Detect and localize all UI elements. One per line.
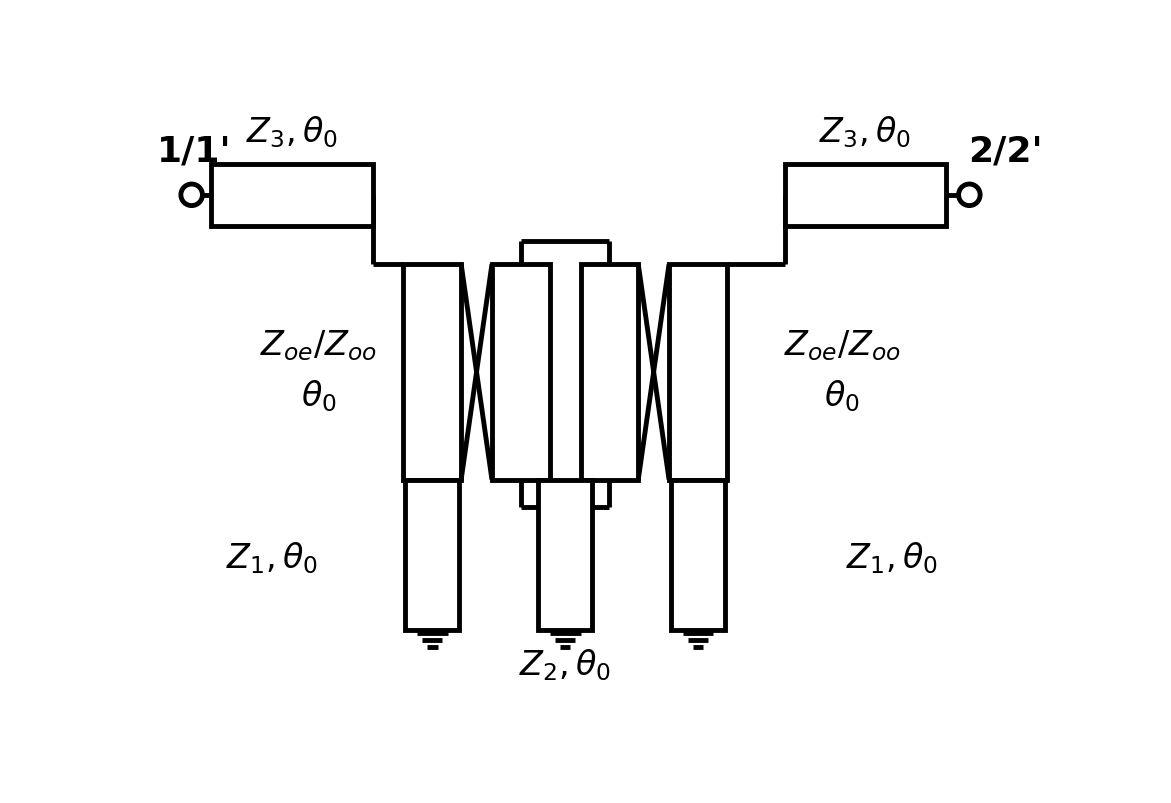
FancyBboxPatch shape <box>539 480 593 630</box>
FancyBboxPatch shape <box>405 480 459 630</box>
Text: $Z_2, \theta_0$: $Z_2, \theta_0$ <box>519 647 611 683</box>
Text: $Z_1, \theta_0$: $Z_1, \theta_0$ <box>847 539 938 575</box>
FancyBboxPatch shape <box>671 480 725 630</box>
Text: 2/2': 2/2' <box>968 134 1042 168</box>
FancyBboxPatch shape <box>492 265 549 480</box>
FancyBboxPatch shape <box>785 165 946 226</box>
Text: $Z_3, \theta_0$: $Z_3, \theta_0$ <box>246 114 338 149</box>
FancyBboxPatch shape <box>581 265 638 480</box>
Text: $Z_1, \theta_0$: $Z_1, \theta_0$ <box>226 539 319 575</box>
Text: $Z_3, \theta_0$: $Z_3, \theta_0$ <box>820 114 911 149</box>
Text: 1/1': 1/1' <box>157 134 232 168</box>
FancyBboxPatch shape <box>403 265 461 480</box>
Text: $\theta_0$: $\theta_0$ <box>301 377 336 414</box>
Text: $Z_{oe}/Z_{oo}$: $Z_{oe}/Z_{oo}$ <box>260 328 377 363</box>
FancyBboxPatch shape <box>669 265 727 480</box>
Text: $\theta_0$: $\theta_0$ <box>824 377 861 414</box>
FancyBboxPatch shape <box>211 165 372 226</box>
Text: $Z_{oe}/Z_{oo}$: $Z_{oe}/Z_{oo}$ <box>783 328 900 363</box>
